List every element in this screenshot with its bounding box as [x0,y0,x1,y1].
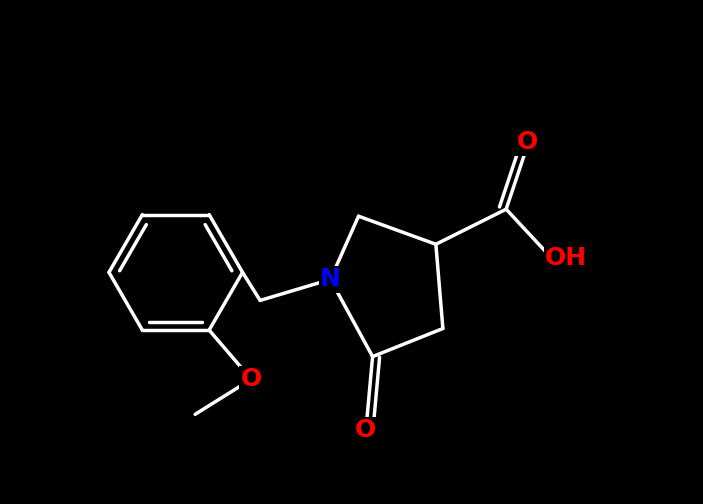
Text: O: O [517,131,538,155]
Text: O: O [240,367,262,391]
Text: OH: OH [545,246,587,270]
Text: N: N [320,268,341,291]
Text: O: O [355,418,376,443]
